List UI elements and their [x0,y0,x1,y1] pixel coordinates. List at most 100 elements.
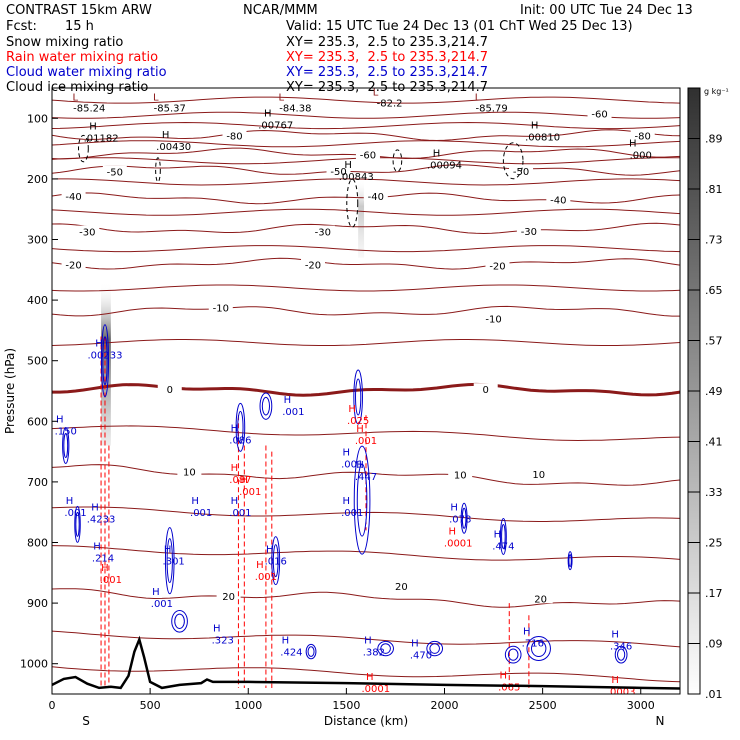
snow-field-xy: XY= 235.3, 2.5 to 235.3,214.7 [286,35,489,50]
rain-max-value: .087 [229,475,251,486]
isotherm-label-bg [630,129,655,141]
cloud-ice-contour [155,157,161,183]
cloud-water-max-marker: H [164,545,172,556]
isotherm-label: -60 [360,151,376,162]
ice-max-value: .00810 [525,132,560,143]
cloud-water-max-value: .086 [229,435,251,446]
cloud-ice-contour [502,142,524,180]
ice-max-value: .00767 [258,120,293,131]
cloud-water-max-marker: H [450,502,458,513]
y-tick-label: 900 [27,597,48,610]
ice-max-marker: H [264,108,272,119]
plot-frame [51,87,681,695]
colorbar-unit: g kg⁻¹ [704,87,729,96]
isotherm-label-bg [75,225,100,237]
isotherm-label: 10 [454,471,467,482]
cloud-water-max-value: .424 [280,648,302,659]
cloud-water-max-value: .382 [363,648,385,659]
isotherm-line [52,382,680,397]
rain-max-value: .025 [347,416,369,427]
ice-max-value: .00843 [339,172,374,183]
cloud-water-contour [305,643,317,660]
isotherm-label: -40 [368,192,384,203]
isotherm-label: -20 [65,260,81,271]
colorbar-tick-label: .33 [705,486,723,499]
colorbar-tick-label: .17 [705,587,723,600]
isotherm-line [52,111,680,119]
cloud-water-max-marker: H [494,530,502,541]
x-tick-label: 1500 [332,699,360,712]
cloud-water-contour [526,636,551,662]
colorbar-tick-label: .01 [705,688,723,701]
cloud-water-max-value: .346 [610,642,632,653]
isotherm-label: 20 [222,592,235,603]
ice-max-value: .01182 [84,134,119,145]
colorbar-tick-label: .41 [705,436,723,449]
x-tick-label: 2000 [431,699,459,712]
isotherm-label-bg [301,258,326,270]
low-marker: L [72,92,78,103]
low-marker: L [153,92,159,103]
y-tick-label: 500 [27,355,48,368]
isotherm-label: 10 [183,468,196,479]
colorbar-tick-label: .81 [705,183,723,196]
isotherm-label: 0 [167,385,173,396]
snow-shading [101,281,111,446]
cloud-water-contour [356,463,368,537]
cloud-water-contour [307,646,315,657]
cloud-water-max-value: .001 [341,508,363,519]
cloud-water-contour [614,645,628,664]
rain-max-marker: H [366,672,374,683]
isotherm-line [52,245,680,253]
low-value: -85.24 [73,103,105,114]
cloud-water-contour [567,551,573,571]
x-axis-north-label: N [656,714,665,728]
cloud-water-contour [568,554,572,568]
low-value: -85.79 [475,103,507,114]
cloud-water-contour [100,324,110,398]
x-axis-south-label: S [82,714,90,728]
isotherm-label-bg [157,383,182,395]
cloud-water-contour [171,609,188,633]
isotherm-label-bg [102,165,127,177]
low-marker: L [279,92,285,103]
organization-label: NCAR/MMM [243,3,318,18]
ice-max-marker: H [89,122,97,133]
rain-field-xy: XY= 235.3, 2.5 to 235.3,214.7 [286,50,489,65]
cloud-water-contour [259,392,273,420]
ice-max-value: .00430 [156,142,191,153]
cloud-water-contour [504,645,522,664]
low-marker: L [475,92,481,103]
y-tick-label: 1000 [20,658,48,671]
y-tick-label: 600 [27,415,48,428]
isotherm-line [52,164,680,176]
ice-max-marker: H [629,139,637,150]
cloud-water-max-value: .447 [355,472,377,483]
cloud-water-contour [174,613,185,629]
isotherm-label-bg [485,259,510,271]
cloud-water-contour [272,544,279,578]
forecast-label: Fcst: [6,19,37,34]
isotherm-label-bg [222,129,247,141]
isotherm-label: 0 [483,385,489,396]
model-title: CONTRAST 15km ARW [6,3,152,18]
rain-max-marker: H [356,424,364,435]
isotherm-label: -20 [305,260,321,271]
init-time: Init: 00 UTC Tue 24 Dec 13 [520,3,693,18]
cloud-water-contour [501,523,506,549]
cloud-water-contour [617,648,626,661]
isotherm-label: 20 [534,594,547,605]
isotherm-line [52,208,680,216]
isotherm-label: -40 [65,192,81,203]
cloud-water-contour [75,511,80,537]
ice-max-value: .00094 [427,160,462,171]
x-tick-label: 0 [49,699,56,712]
cloud-water-field-label: Cloud water mixing ratio [6,65,167,80]
rain-max-marker: H [611,675,619,686]
isotherm-label-bg [177,465,202,477]
isotherm-label: -80 [226,131,242,142]
isotherm-line [52,222,680,235]
cloud-water-contour [237,410,244,444]
cloud-water-max-value: .001 [282,407,304,418]
